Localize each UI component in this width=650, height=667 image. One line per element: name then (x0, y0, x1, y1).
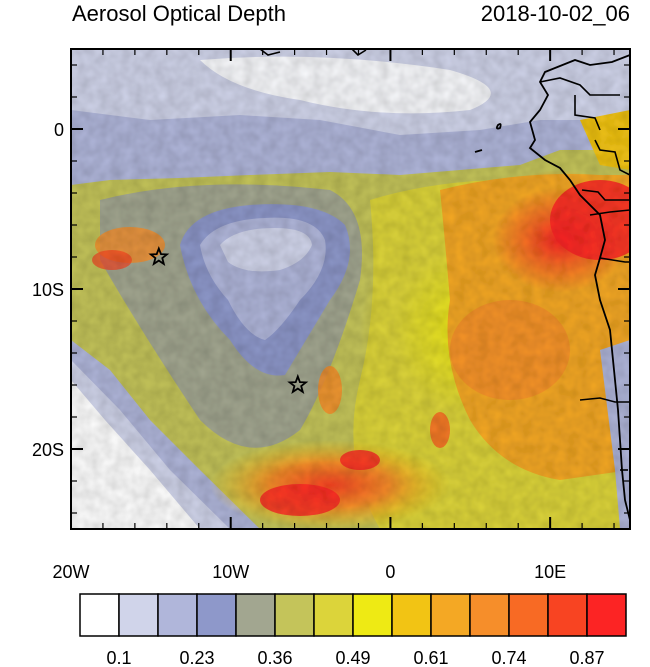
colorbar-label: 0.23 (179, 648, 214, 667)
colorbar-swatch (430, 593, 471, 637)
colorbar-swatch (547, 593, 588, 637)
star-marker-1 (148, 245, 170, 266)
timestamp-label: 2018-10-02_06 (480, 1, 630, 26)
colorbar-swatch (118, 593, 159, 637)
aod-field (71, 49, 630, 529)
colorbar-swatch (235, 593, 276, 637)
markers (148, 245, 309, 394)
colorbar-label: 0.36 (257, 648, 292, 667)
country-borders (259, 49, 630, 471)
colorbar (79, 593, 627, 637)
y-tick-label: 20S (32, 440, 64, 460)
y-tick-label: 10S (32, 280, 64, 300)
colorbar-swatch (79, 593, 120, 637)
coastline (474, 54, 630, 521)
y-tick-labels: 0 10S 20S (32, 120, 64, 460)
x-tick-labels: 20W 10W 0 10E (52, 562, 566, 582)
y-tick-label: 0 (54, 120, 64, 140)
star-marker-2 (287, 373, 309, 394)
x-tick-label: 20W (52, 562, 89, 582)
colorbar-label: 0.74 (491, 648, 526, 667)
x-tick-label: 10E (534, 562, 566, 582)
colorbar-label: 0.87 (569, 648, 604, 667)
colorbar-swatch (352, 593, 393, 637)
colorbar-swatch (313, 593, 354, 637)
colorbar-swatch (586, 593, 627, 637)
colorbar-swatch (508, 593, 549, 637)
map-title: Aerosol Optical Depth (72, 1, 286, 26)
colorbar-label: 0.61 (413, 648, 448, 667)
colorbar-swatch (196, 593, 237, 637)
x-tick-label: 10W (212, 562, 249, 582)
x-tick-label: 0 (385, 562, 395, 582)
colorbar-label: 0.1 (106, 648, 131, 667)
colorbar-swatch (391, 593, 432, 637)
colorbar-label: 0.49 (335, 648, 370, 667)
colorbar-swatch (274, 593, 315, 637)
colorbar-swatch (157, 593, 198, 637)
major-ticks (70, 49, 630, 529)
colorbar-labels: 0.1 0.23 0.36 0.49 0.61 0.74 0.87 (106, 648, 604, 667)
colorbar-swatch (469, 593, 510, 637)
